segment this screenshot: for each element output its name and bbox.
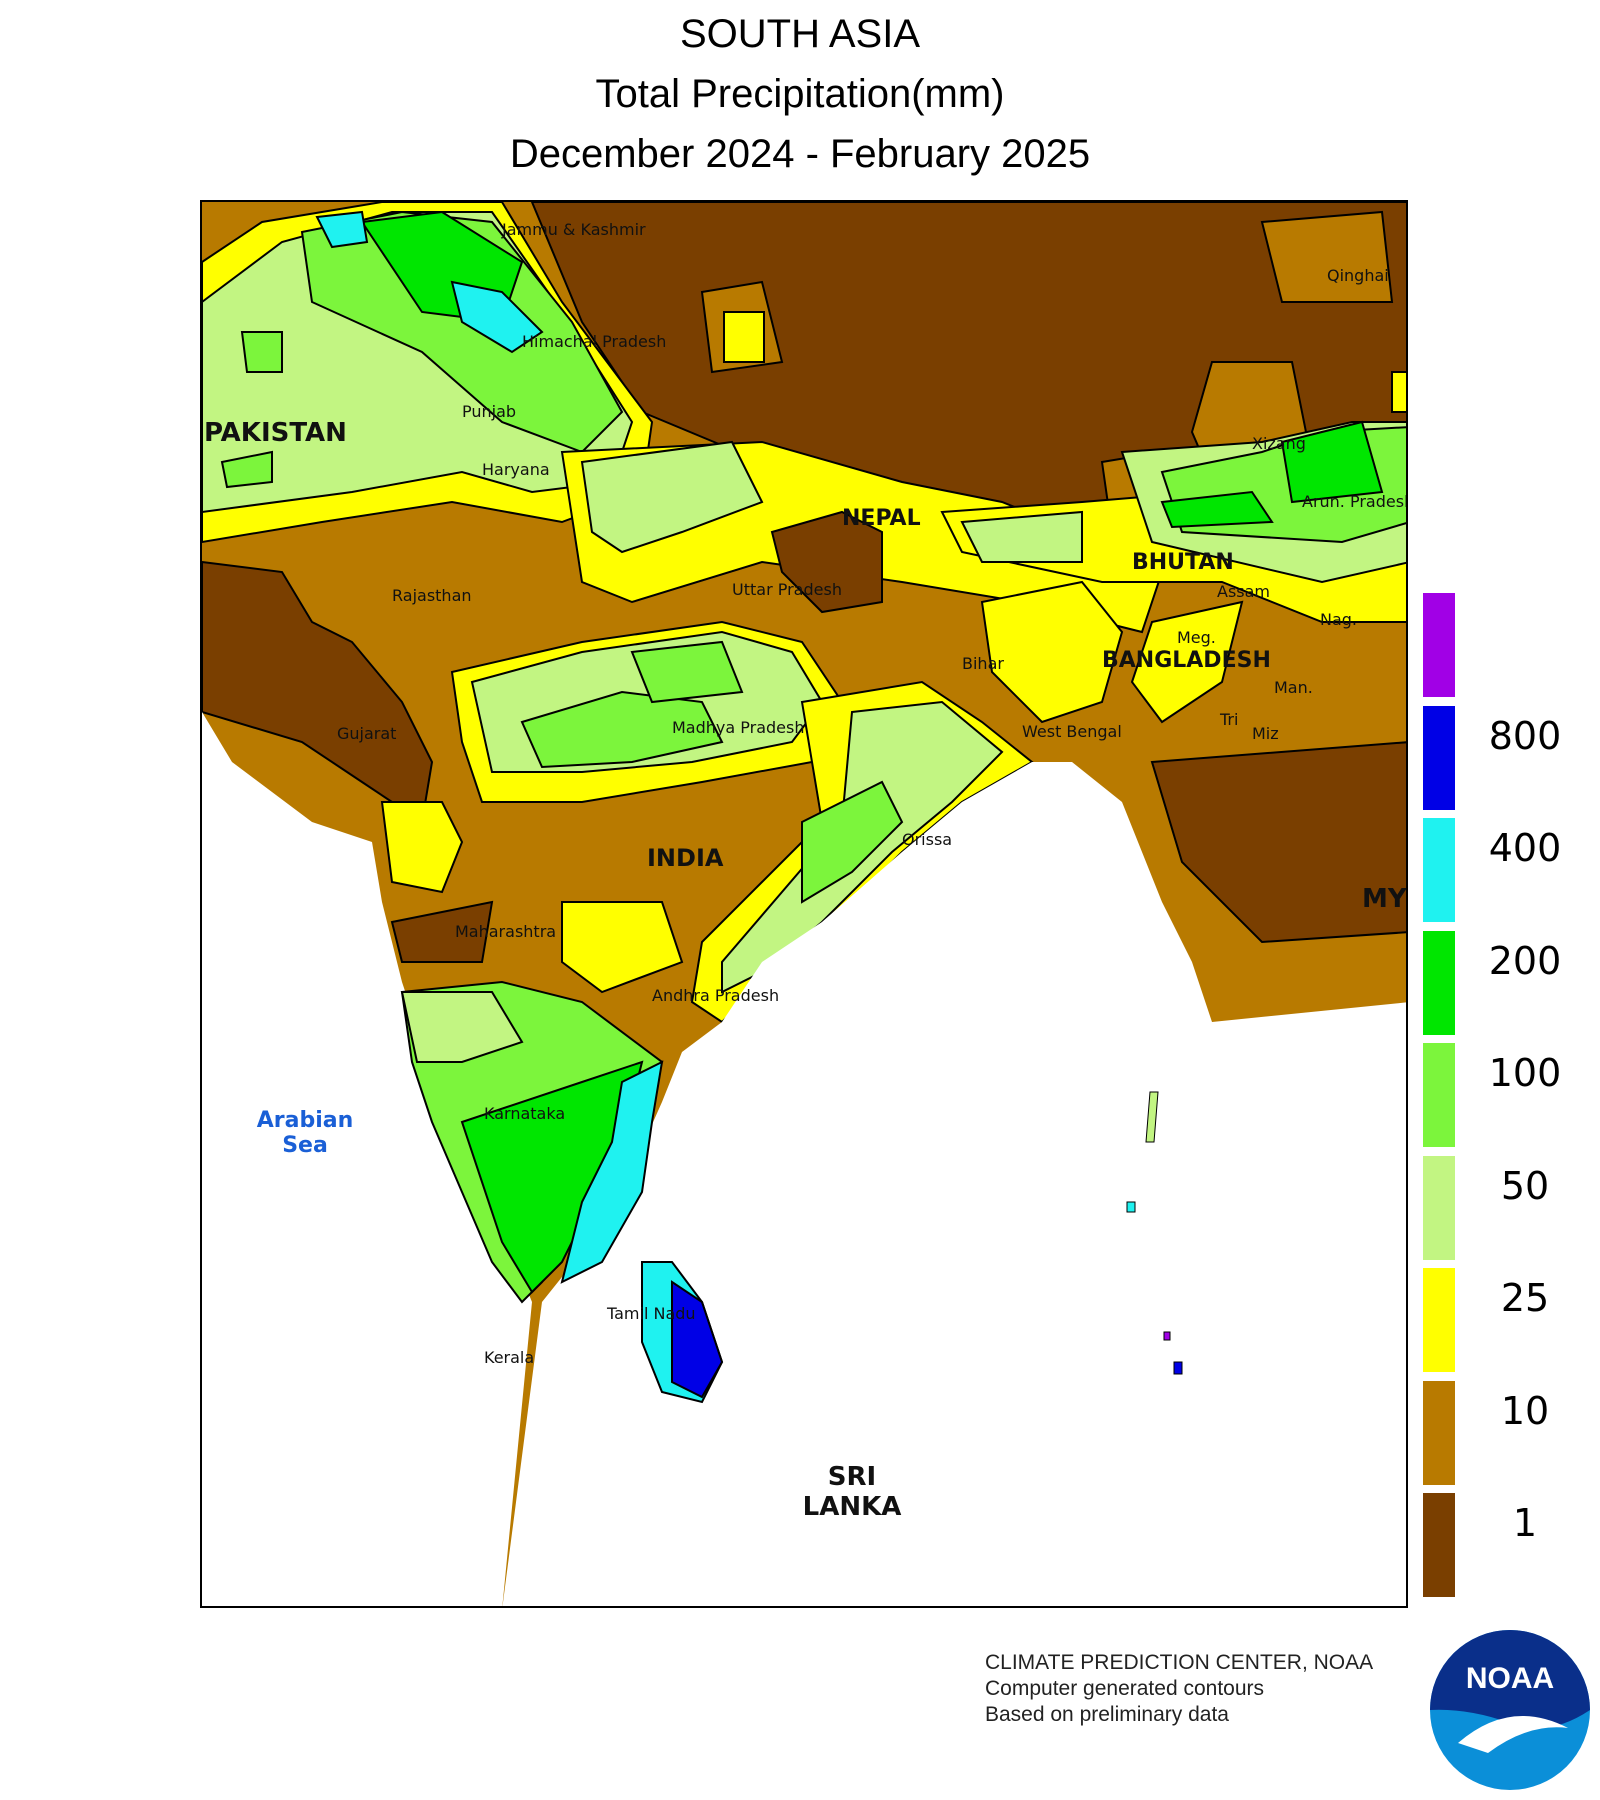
label-himachal: Himachal Pradesh <box>522 332 667 351</box>
legend-color-1 <box>1423 1380 1455 1485</box>
credits-line-3: Based on preliminary data <box>985 1703 1229 1726</box>
label-nagaland: Nag. <box>1320 610 1358 629</box>
legend-color-4 <box>1423 1043 1455 1147</box>
label-arun-pradesh: Arun. Pradesh <box>1302 492 1408 511</box>
label-bihar: Bihar <box>962 654 1004 673</box>
legend-tick-200: 200 <box>1488 938 1562 983</box>
label-tripura: Tri <box>1220 710 1239 729</box>
label-sri-lanka: SRI LANKA <box>802 1462 902 1522</box>
label-nepal: NEPAL <box>842 506 921 531</box>
credits-line-1: CLIMATE PREDICTION CENTER, NOAA <box>985 1651 1374 1674</box>
label-uttar-pradesh: Uttar Pradesh <box>732 580 842 599</box>
legend-color-7 <box>1423 705 1455 810</box>
credits-block: CLIMATE PREDICTION CENTER, NOAA Computer… <box>985 1650 1373 1728</box>
legend-tick-50: 50 <box>1500 1163 1550 1208</box>
legend-tick-100: 100 <box>1488 1051 1562 1095</box>
title-region: SOUTH ASIA <box>679 12 921 56</box>
label-tamil-nadu: Tamil Nadu <box>607 1304 696 1323</box>
label-andhra-pradesh: Andhra Pradesh <box>652 986 780 1005</box>
noaa-logo: NOAA <box>1430 1630 1590 1790</box>
legend-color-0 <box>1423 1493 1455 1597</box>
label-manipur: Man. <box>1274 678 1313 697</box>
map-shading <box>202 202 1406 1606</box>
legend-tick-400: 400 <box>1488 826 1562 870</box>
label-arabian-sea: Arabian Sea <box>256 1108 354 1158</box>
label-maharashtra: Maharashtra <box>455 922 557 941</box>
legend-color-6 <box>1423 818 1455 922</box>
label-haryana: Haryana <box>482 460 550 479</box>
label-bhutan: BHUTAN <box>1132 550 1234 575</box>
label-mizoram: Miz <box>1252 724 1279 743</box>
label-xizang: Xizang <box>1252 434 1306 453</box>
precipitation-map: Jammu & Kashmir Himachal Pradesh Punjab … <box>200 200 1408 1608</box>
legend-tick-1: 1 <box>1512 1501 1538 1545</box>
label-west-bengal: West Bengal <box>1022 722 1122 741</box>
legend-color-5 <box>1423 930 1455 1035</box>
label-gujarat: Gujarat <box>337 724 397 743</box>
label-india: INDIA <box>647 844 724 872</box>
logo-text: NOAA <box>1466 1662 1554 1695</box>
label-jammu-kashmir: Jammu & Kashmir <box>502 220 646 239</box>
label-rajasthan: Rajasthan <box>392 586 472 605</box>
title-period: December 2024 - February 2025 <box>509 132 1091 176</box>
label-myanmar: MY <box>1362 884 1407 914</box>
label-assam: Assam <box>1217 582 1271 601</box>
label-qinghai: Qinghai <box>1327 266 1389 285</box>
title-variable: Total Precipitation(mm) <box>595 72 1005 116</box>
label-orissa: Orissa <box>902 830 953 849</box>
legend-tick-800: 800 <box>1488 713 1562 758</box>
legend-tick-25: 25 <box>1500 1276 1550 1320</box>
label-bangladesh: BANGLADESH <box>1102 648 1271 673</box>
label-kerala: Kerala <box>484 1348 535 1367</box>
legend-color-8 <box>1423 593 1455 697</box>
legend-color-2 <box>1423 1268 1455 1372</box>
label-punjab: Punjab <box>462 402 517 421</box>
label-meghalaya: Meg. <box>1177 628 1216 647</box>
label-madhya-pradesh: Madhya Pradesh <box>672 718 805 737</box>
label-pakistan: PAKISTAN <box>204 418 347 448</box>
credits-line-2: Computer generated contours <box>985 1677 1264 1700</box>
legend-color-3 <box>1423 1155 1455 1260</box>
label-karnataka: Karnataka <box>484 1104 566 1123</box>
legend-tick-10: 10 <box>1500 1388 1550 1433</box>
